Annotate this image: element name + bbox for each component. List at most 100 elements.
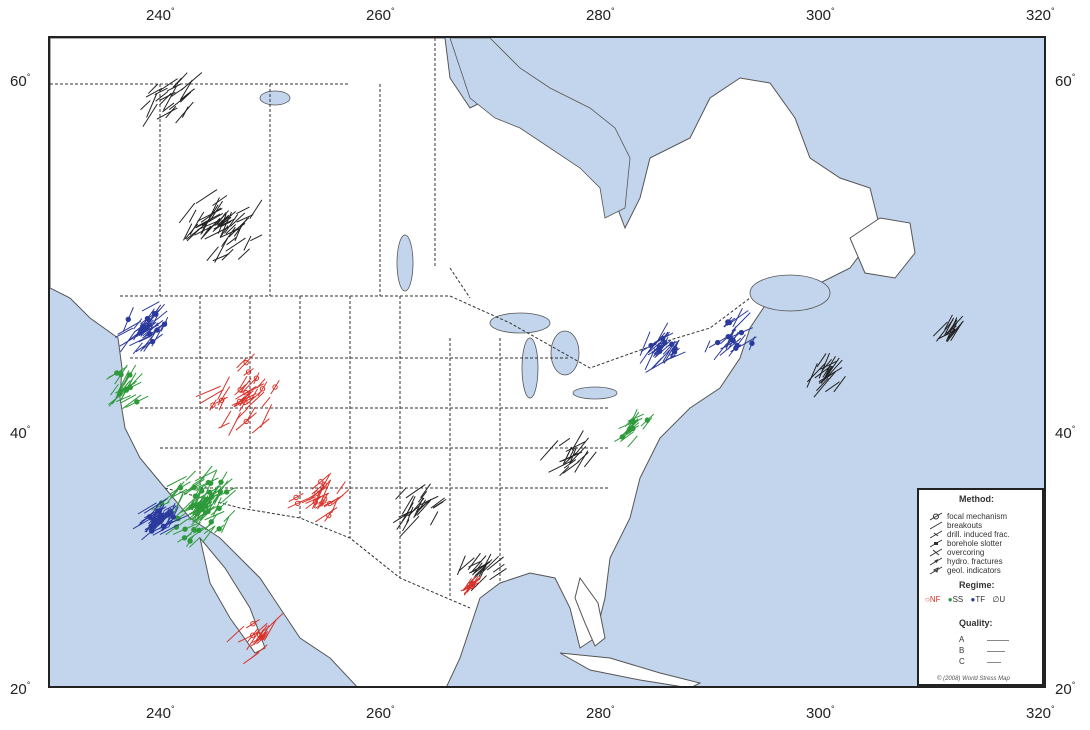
stress-glyph — [944, 315, 964, 336]
stress-glyph — [165, 105, 177, 119]
stress-glyph — [250, 234, 263, 242]
stress-glyph-marker — [630, 425, 636, 432]
stress-glyph — [166, 514, 190, 526]
stress-glyph — [228, 217, 250, 238]
stress-glyph — [228, 412, 242, 436]
legend-regime-title: Regime: — [959, 580, 995, 590]
stress-glyph — [565, 441, 586, 452]
stress-glyph — [401, 495, 414, 515]
stress-glyph — [243, 235, 252, 251]
stress-glyph — [819, 360, 837, 370]
stress-glyph — [239, 378, 252, 394]
stress-glyph — [833, 376, 846, 393]
stress-glyph — [145, 87, 163, 98]
stress-glyph — [816, 377, 829, 392]
stress-glyph — [317, 479, 331, 496]
stress-glyph-marker — [294, 500, 301, 507]
stress-glyph-marker — [293, 494, 299, 501]
boundary-layer — [50, 38, 751, 609]
stress-glyph — [620, 431, 634, 443]
stress-glyph — [732, 307, 743, 328]
stress-glyph — [577, 451, 589, 463]
stress-glyph — [399, 515, 420, 537]
stress-glyph — [226, 625, 245, 643]
hudson-bay — [449, 38, 631, 219]
stress-glyph — [260, 404, 273, 428]
stress-glyph — [827, 371, 836, 382]
overcoring-icon — [929, 548, 943, 557]
stress-glyph — [562, 460, 580, 474]
stress-map[interactable] — [48, 36, 1046, 688]
stress-glyph-marker — [671, 349, 678, 355]
stress-glyph — [317, 498, 326, 510]
stress-glyph — [704, 340, 711, 353]
stress-glyph — [201, 212, 213, 234]
stress-glyph — [240, 383, 264, 397]
stress-glyph — [195, 385, 221, 398]
stress-glyph — [258, 625, 268, 639]
stress-glyph — [224, 214, 239, 234]
tf-icon: ● — [970, 595, 976, 604]
quality-c-line — [987, 662, 1001, 663]
stress-glyph — [214, 237, 228, 263]
stress-glyph — [129, 335, 150, 347]
stress-glyph — [162, 85, 178, 111]
stress-glyph — [288, 492, 304, 503]
stress-glyph — [932, 321, 948, 337]
stress-glyph — [405, 484, 426, 499]
stress-glyph — [239, 393, 249, 407]
stress-glyph — [571, 430, 584, 451]
stress-glyph — [192, 505, 215, 523]
florida-land — [574, 576, 606, 647]
stress-glyph — [229, 212, 246, 227]
stress-glyph — [179, 79, 193, 101]
stress-glyph-marker — [714, 339, 721, 346]
stress-glyph — [255, 622, 268, 634]
stress-glyph — [147, 83, 159, 94]
stress-glyph — [825, 381, 840, 393]
quality-b-line — [987, 651, 1005, 652]
stress-glyph-marker — [181, 535, 188, 541]
stress-glyph-marker — [150, 521, 157, 527]
ss-icon: ● — [947, 595, 953, 604]
stress-glyph — [200, 222, 208, 235]
y-tick-left-60: 60° — [10, 72, 31, 90]
stress-glyph — [117, 320, 141, 335]
stress-glyph-marker — [191, 526, 197, 533]
stress-glyph — [188, 536, 201, 548]
stress-glyph — [116, 395, 131, 403]
stress-glyph — [225, 224, 237, 235]
stress-glyph — [948, 320, 964, 339]
stress-glyph — [816, 353, 827, 368]
stress-glyph-marker — [114, 370, 120, 376]
stress-glyph — [563, 459, 577, 469]
copyright-note: © (2008) World Stress Map — [937, 676, 1010, 682]
stress-glyph-marker — [182, 526, 188, 532]
stress-glyph — [562, 451, 581, 462]
regime-u-label: U — [999, 595, 1006, 604]
stress-glyph — [813, 380, 829, 398]
stress-glyph — [132, 342, 143, 355]
x-tick-bottom-240: 240° — [146, 704, 175, 722]
quality-a: A — [959, 635, 1009, 645]
stress-glyph — [818, 367, 843, 383]
stress-glyph — [486, 556, 504, 571]
stress-glyph-marker — [466, 582, 473, 588]
stress-glyph — [138, 512, 154, 526]
stress-glyph — [564, 446, 573, 461]
stress-glyph — [236, 358, 247, 369]
stress-glyph — [270, 379, 280, 395]
stress-glyph — [140, 322, 153, 337]
stress-glyph-marker — [243, 359, 249, 366]
stress-glyph — [120, 394, 137, 404]
stress-glyph — [820, 365, 834, 384]
stress-glyph — [207, 216, 223, 231]
stress-glyph — [402, 519, 410, 532]
stress-glyph — [573, 437, 589, 457]
stress-glyph — [219, 225, 229, 238]
stress-glyph — [219, 489, 236, 505]
stress-glyph — [151, 501, 170, 511]
stress-glyph — [173, 491, 185, 514]
stress-glyph — [159, 523, 180, 535]
stress-glyph — [430, 497, 445, 509]
